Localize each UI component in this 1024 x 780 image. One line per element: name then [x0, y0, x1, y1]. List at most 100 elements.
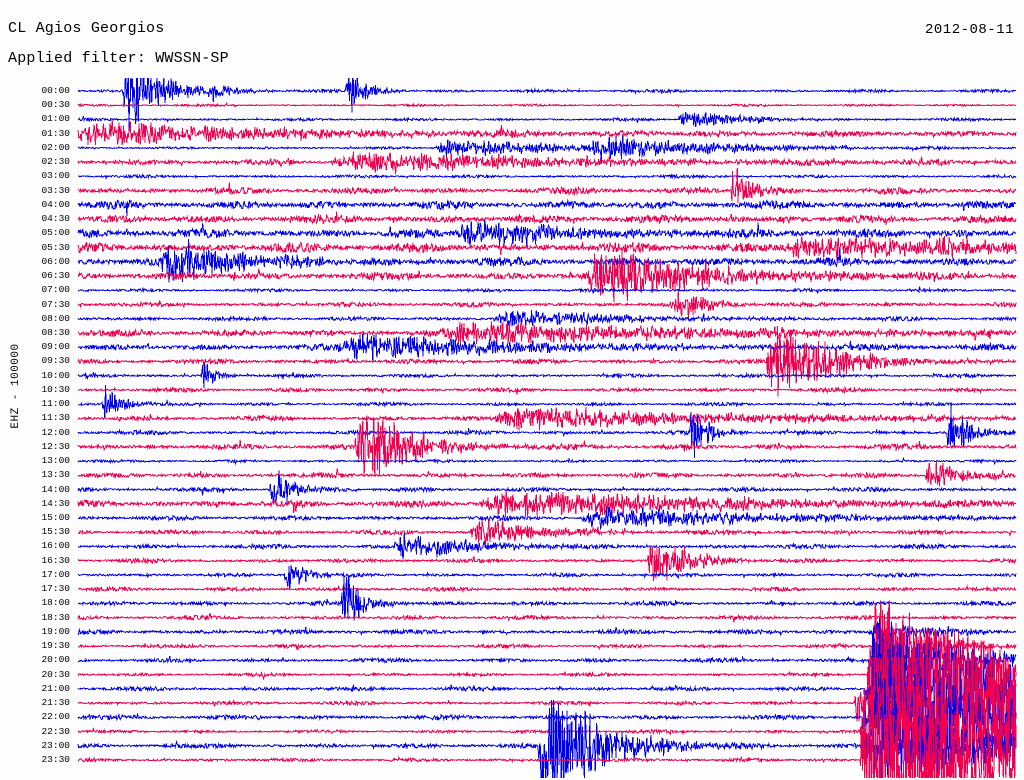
trace-line [77, 211, 1017, 225]
trace-svg [77, 78, 1017, 778]
trace-line [77, 506, 1017, 530]
time-tick-label: 18:30 [41, 611, 70, 623]
time-tick-label: 23:30 [41, 754, 70, 765]
time-tick-label: 11:30 [41, 412, 70, 424]
trace-line [77, 619, 1016, 642]
time-tick-label: 07:00 [41, 284, 70, 296]
trace-line [77, 102, 1017, 109]
time-tick-label: 08:30 [41, 326, 70, 338]
time-tick-label: 22:30 [41, 725, 70, 737]
applied-filter-label: Applied filter: WWSSN-SP [8, 50, 229, 67]
time-tick-label: 11:00 [41, 398, 70, 410]
trace-line [77, 134, 1017, 162]
trace-line [77, 168, 1017, 204]
trace-line [77, 685, 1017, 778]
time-tick-label: 23:00 [41, 739, 70, 751]
trace-line [77, 470, 1017, 504]
trace-line [77, 671, 1017, 764]
trace-line [77, 286, 1017, 294]
trace-line [77, 332, 1017, 362]
trace-line [77, 518, 1017, 548]
time-tick-label: 05:30 [41, 241, 70, 253]
trace-line [77, 564, 1017, 589]
trace-line [77, 657, 1017, 750]
time-tick-label: 00:00 [41, 85, 70, 96]
time-tick-label: 09:30 [41, 355, 70, 367]
page-title: CL Agios Georgios [8, 20, 165, 37]
trace-line [77, 490, 1017, 518]
trace-line [77, 628, 1017, 721]
time-tick-label: 03:30 [41, 184, 70, 196]
trace-line [77, 111, 1017, 127]
trace-line [77, 612, 1017, 623]
time-tick-label: 22:00 [41, 711, 70, 723]
trace-line [77, 575, 1017, 621]
time-tick-label: 01:00 [41, 113, 70, 125]
time-tick-label: 21:00 [41, 682, 70, 694]
time-tick-label: 12:30 [41, 440, 70, 452]
time-tick-label: 19:00 [41, 625, 70, 637]
trace-line [77, 235, 1017, 262]
time-tick-label: 14:00 [41, 483, 70, 495]
trace-line [77, 325, 1017, 397]
trace-line [77, 407, 1017, 431]
trace-line [77, 321, 1017, 345]
time-tick-label: 16:00 [41, 540, 70, 552]
time-tick-label: 17:00 [41, 568, 70, 580]
trace-line [77, 363, 1017, 388]
time-tick-label: 09:00 [41, 341, 70, 353]
time-tick-label: 03:00 [41, 170, 70, 182]
time-tick-label: 06:00 [41, 255, 70, 267]
trace-line [77, 249, 1017, 303]
trace-line [77, 713, 1017, 778]
trace-line [77, 643, 1017, 735]
helicorder-plot: 00:00 00:30 01:00 01:30 02:00 02:30 03:00 03:30… [0, 78, 1024, 778]
time-tick-label: 04:00 [41, 198, 70, 210]
time-tick-label: 07:30 [41, 298, 70, 310]
time-tick-label: 19:30 [41, 640, 70, 652]
trace-line [77, 220, 1017, 247]
time-tick-label: 17:30 [41, 583, 70, 595]
trace-line [77, 700, 1017, 778]
trace-line [77, 310, 1017, 328]
time-tick-label: 08:00 [41, 312, 70, 324]
record-date: 2012-08-11 [924, 22, 1014, 38]
time-tick-label: 18:00 [41, 597, 70, 609]
time-tick-label: 21:30 [41, 697, 70, 709]
trace-line [77, 198, 1017, 216]
time-tick-label: 10:30 [41, 383, 70, 395]
time-tick-label: 15:00 [41, 512, 70, 524]
trace-line [77, 462, 1017, 487]
time-tick-label: 13:30 [41, 469, 70, 481]
trace-line [77, 545, 1017, 582]
trace-line [77, 533, 1017, 560]
time-axis-ticks: 00:00 00:30 01:00 01:30 02:00 02:30 03:00 03:30… [24, 78, 70, 778]
trace-line [77, 78, 1017, 131]
trace-line [77, 151, 1017, 174]
trace-line [77, 456, 1017, 466]
trace-canvas [0, 78, 1024, 778]
time-tick-label: 01:30 [41, 127, 70, 139]
trace-line [77, 385, 1017, 418]
trace-line [78, 584, 1017, 593]
trace-line [77, 600, 1017, 693]
time-tick-label: 04:30 [41, 213, 70, 225]
trace-line [77, 291, 1017, 319]
trace-line [77, 120, 1017, 146]
time-tick-label: 00:30 [41, 99, 70, 111]
time-tick-label: 06:30 [41, 270, 70, 282]
time-tick-label: 05:00 [41, 227, 70, 239]
time-tick-label: 02:30 [41, 156, 70, 168]
time-tick-label: 12:00 [41, 426, 70, 438]
trace-line [77, 238, 1017, 283]
trace-line [77, 173, 1017, 181]
time-tick-label: 14:30 [41, 497, 70, 509]
time-tick-label: 20:30 [41, 668, 70, 680]
trace-line [77, 403, 1017, 459]
time-tick-label: 10:00 [41, 369, 70, 381]
time-tick-label: 15:30 [41, 526, 70, 538]
time-tick-label: 16:30 [41, 554, 70, 566]
trace-line [77, 386, 1017, 396]
time-tick-label: 02:00 [41, 141, 70, 153]
